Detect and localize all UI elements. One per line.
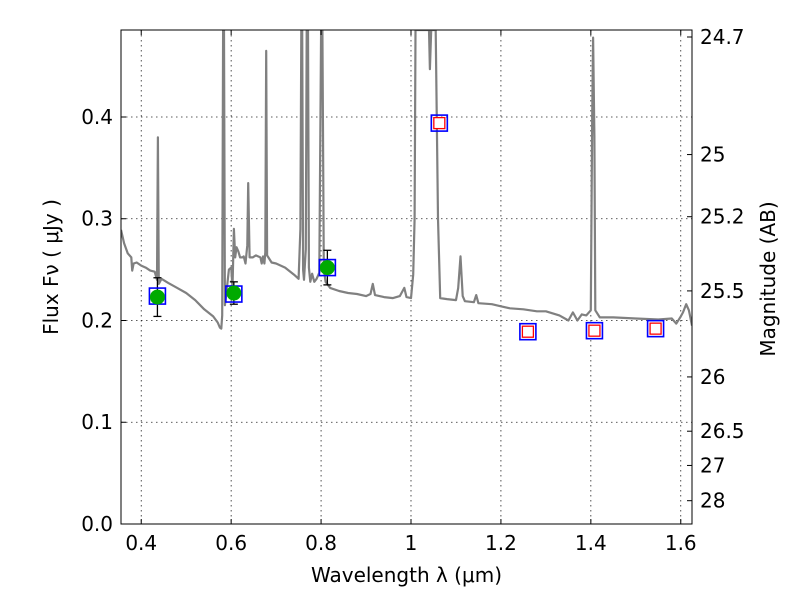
undetected-marker [649,322,662,335]
model-photometry-series [148,114,665,341]
grid-lines [121,30,692,525]
y-tick-label: 0.4 [81,105,113,129]
x-tick-label: 1.4 [575,531,607,555]
right-tick-label: 24.7 [700,25,745,49]
model-photometry-box [318,258,337,277]
model-photometry-box [519,322,537,341]
y-tick-label: 0.0 [81,512,113,536]
y-axis-label: Flux Fν ( μJy ) [39,199,63,335]
model-photometry-box [646,319,665,338]
x-tick-label: 0.6 [215,531,247,555]
axis-ticks: 0.4 0.6 0.8 1 1.2 1.4 1.6 0.0 0.1 0.2 0.3 0.4 24.7 25… [81,25,744,555]
x-tick-label: 1 [405,531,418,555]
spectrum-line [121,30,692,330]
x-axis-label: Wavelength λ (μm) [311,563,502,587]
spectrum-series [121,30,692,330]
undetected-marker [521,325,535,338]
x-tick-label: 0.8 [305,531,337,555]
undetected-marker [588,324,601,337]
x-tick-label: 1.2 [485,531,517,555]
y-tick-label: 0.2 [81,308,113,332]
plot-frame [120,29,693,525]
right-tick-label: 28 [700,489,725,513]
y-tick-label: 0.1 [81,410,113,434]
y-tick-label: 0.3 [81,207,113,231]
observed-point [319,260,335,276]
observed-photometry-series [149,260,335,305]
right-tick-label: 26 [700,365,725,389]
observed-point [149,289,165,305]
observed-point [226,285,242,301]
right-tick-label: 25.5 [700,279,745,303]
model-photometry-box [585,321,604,340]
model-photometry-box [430,114,449,132]
undetected-marker [433,116,446,130]
x-tick-label: 1.6 [665,531,697,555]
x-tick-label: 0.4 [125,531,157,555]
right-tick-label: 25.2 [700,205,745,229]
right-tick-label: 25 [700,143,725,167]
right-tick-label: 26.5 [700,419,745,443]
right-tick-label: 27 [700,453,725,477]
right-axis-label: Magnitude (AB) [756,201,780,356]
